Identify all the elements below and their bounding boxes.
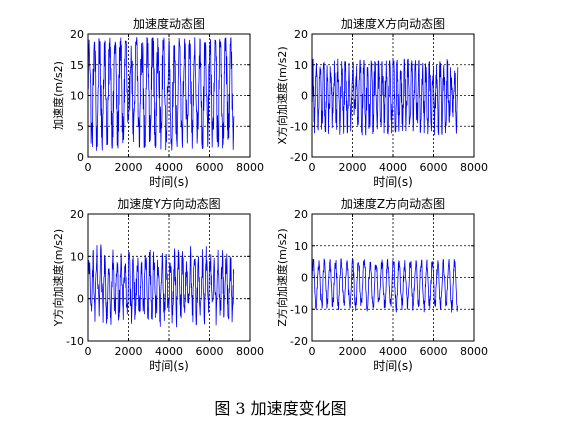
- y-tick-label: 15: [70, 59, 84, 72]
- y-tick-label: -20: [290, 335, 308, 348]
- y-tick-label: 0: [77, 293, 84, 306]
- x-tick-label: 0: [85, 345, 92, 358]
- series-line: [87, 244, 235, 328]
- chart-title: 加速度动态图: [133, 16, 205, 31]
- x-tick-label: 2000: [115, 161, 143, 174]
- y-tick-label: -20: [290, 151, 308, 164]
- series-line: [87, 37, 235, 151]
- subplot-4: 0 2000 4000 6000 8000 -20 -10 0 10 20 加速度Z方向动态图时间(…: [275, 196, 488, 373]
- y-axis-label: Y方向加速度(m/s2): [51, 229, 65, 327]
- x-tick-label: 6000: [196, 161, 224, 174]
- x-axis-label: 时间(s): [149, 175, 189, 189]
- y-tick-label: 0: [301, 90, 308, 103]
- y-tick-label: -10: [290, 120, 308, 133]
- x-tick-label: 0: [309, 161, 316, 174]
- subplot-2: 0 2000 4000 6000 8000 -20 -10 0 10 20 加速度X方向动态图时间(…: [275, 16, 488, 189]
- y-tick-label: 10: [70, 250, 84, 263]
- x-tick-label: 0: [85, 161, 92, 174]
- y-axis-label: X方向加速度(m/s2): [275, 46, 289, 144]
- acceleration-figure: 0 2000 4000 6000 800005101520加速度动态图时间(s)加速度(…: [51, 16, 488, 373]
- y-tick-label: 10: [294, 59, 308, 72]
- y-tick-label: 20: [294, 28, 308, 41]
- y-tick-label: 20: [294, 208, 308, 221]
- x-axis-label: 时间(s): [149, 359, 189, 373]
- x-axis-label: 时间(s): [373, 175, 413, 189]
- x-tick-label: 2000: [339, 161, 367, 174]
- x-tick-label: 4000: [379, 345, 407, 358]
- y-tick-label: 5: [77, 120, 84, 133]
- x-tick-label: 0: [309, 345, 316, 358]
- x-tick-label: 8000: [236, 345, 264, 358]
- y-axis-label: Z方向加速度(m/s2): [275, 228, 289, 326]
- chart-title: 加速度X方向动态图: [341, 16, 445, 31]
- series-line: [311, 58, 459, 136]
- x-tick-label: 4000: [379, 161, 407, 174]
- x-tick-label: 8000: [236, 161, 264, 174]
- x-tick-label: 2000: [115, 345, 143, 358]
- y-axis-label: 加速度(m/s2): [51, 61, 65, 130]
- y-tick-label: 0: [301, 272, 308, 285]
- y-tick-label: 10: [294, 240, 308, 253]
- x-tick-label: 8000: [460, 161, 488, 174]
- figure-caption: 图 3 加速度变化图: [214, 399, 347, 418]
- y-tick-label: -10: [66, 335, 84, 348]
- x-tick-label: 6000: [420, 161, 448, 174]
- chart-title: 加速度Z方向动态图: [341, 196, 445, 211]
- y-tick-label: 20: [70, 28, 84, 41]
- x-tick-label: 4000: [155, 345, 183, 358]
- x-tick-label: 8000: [460, 345, 488, 358]
- y-tick-label: 10: [70, 90, 84, 103]
- y-tick-label: 0: [77, 151, 84, 164]
- subplot-3: 0 2000 4000 6000 8000-1001020加速度Y方向动态图时间(s)Y…: [51, 196, 264, 373]
- x-tick-label: 6000: [196, 345, 224, 358]
- chart-title: 加速度Y方向动态图: [117, 196, 220, 211]
- x-tick-label: 2000: [339, 345, 367, 358]
- series-line: [311, 258, 459, 313]
- y-tick-label: 20: [70, 208, 84, 221]
- y-tick-label: -10: [290, 303, 308, 316]
- x-tick-label: 4000: [155, 161, 183, 174]
- x-tick-label: 6000: [420, 345, 448, 358]
- x-axis-label: 时间(s): [373, 359, 413, 373]
